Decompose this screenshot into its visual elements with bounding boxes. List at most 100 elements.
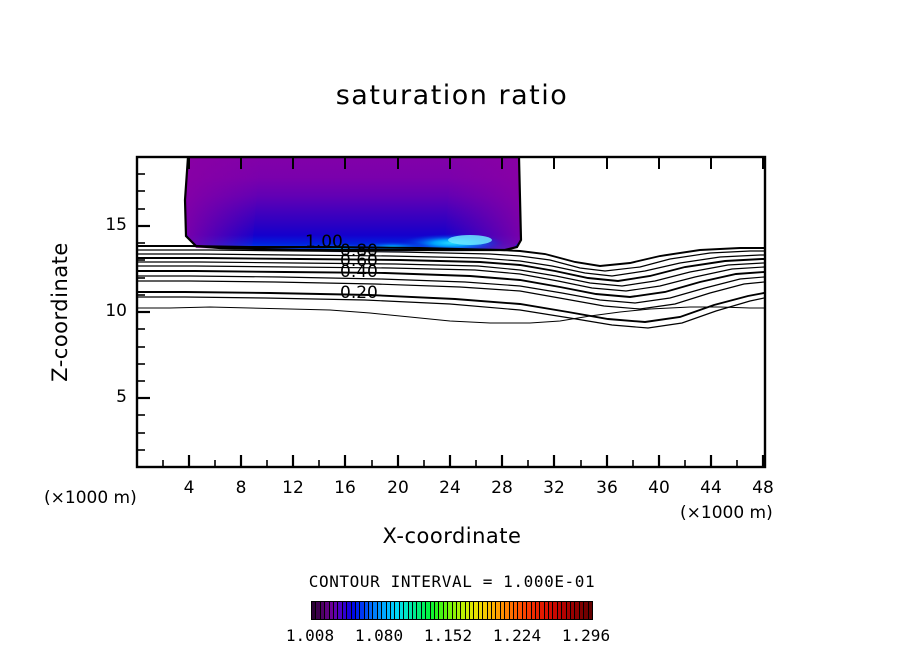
colorbar-cell-42	[496, 602, 501, 619]
colorbar-cell-34	[461, 602, 466, 619]
colorbar-cell-0	[312, 602, 317, 619]
colorbar-cell-16	[382, 602, 387, 619]
x-tick-label-0: 4	[183, 478, 195, 498]
colorbar-cell-20	[399, 602, 405, 619]
colorbar-cell-4	[329, 602, 334, 619]
colorbar-cell-60	[575, 602, 580, 619]
colorbar-cell-27	[430, 602, 435, 619]
colorbar-tick-4: 1.296	[561, 626, 611, 645]
colorbar-cell-52	[540, 602, 545, 619]
contour-label-5: 0.20	[340, 283, 378, 303]
plume-fill	[183, 157, 523, 253]
colorbar-tick-0: 1.008	[285, 626, 335, 645]
colorbar-cell-12	[364, 602, 370, 619]
colorbar-cell-3	[325, 602, 330, 619]
x-tick-label-11: 48	[752, 478, 774, 498]
colorbar-cell-51	[535, 602, 541, 619]
colorbar-cell-57	[562, 602, 567, 619]
x-tick-label-1: 8	[235, 478, 247, 498]
colorbar-cell-44	[505, 602, 510, 619]
x-tick-label-3: 16	[334, 478, 356, 498]
colorbar-caption: CONTOUR INTERVAL = 1.000E-01	[308, 572, 596, 591]
contour-label-3: 0.60	[340, 251, 378, 271]
contour-label-2: 0.80	[340, 241, 378, 261]
colorbar-tick-2: 1.152	[423, 626, 473, 645]
colorbar-cell-14	[373, 602, 378, 619]
colorbar-cell-33	[456, 602, 462, 619]
x-axis-major-ticks	[187, 455, 765, 467]
colorbar-cell-29	[439, 602, 444, 619]
colorbar-cell-50	[531, 602, 536, 619]
y-axis-major-ticks	[137, 224, 150, 400]
colorbar	[311, 601, 593, 620]
colorbar-cell-58	[566, 602, 572, 619]
colorbar-cell-25	[421, 602, 427, 619]
colorbar-cell-63	[588, 602, 592, 619]
contour-label-1: 1.00	[305, 232, 343, 252]
y-axis-unit-label: (×1000 m)	[44, 488, 137, 508]
x-tick-label-4: 20	[387, 478, 409, 498]
colorbar-cell-36	[470, 602, 475, 619]
colorbar-cell-8	[347, 602, 352, 619]
colorbar-cell-26	[426, 602, 431, 619]
colorbar-cell-13	[369, 602, 374, 619]
colorbar-tick-1: 1.080	[354, 626, 404, 645]
colorbar-cell-46	[513, 602, 519, 619]
colorbar-cell-5	[333, 602, 339, 619]
x-tick-label-10: 44	[700, 478, 722, 498]
colorbar-cell-41	[492, 602, 497, 619]
colorbar-cell-45	[509, 602, 514, 619]
colorbar-cell-56	[557, 602, 563, 619]
colorbar-cell-54	[549, 602, 554, 619]
contour-label-4: 0.40	[340, 262, 378, 282]
colorbar-cell-35	[465, 602, 471, 619]
colorbar-cell-53	[544, 602, 550, 619]
x-tick-label-7: 32	[543, 478, 565, 498]
x-tick-label-9: 40	[648, 478, 670, 498]
colorbar-cell-7	[342, 602, 348, 619]
contour-lines	[137, 245, 765, 329]
y-tick-label-1: 10	[105, 301, 127, 321]
colorbar-cell-6	[338, 602, 343, 619]
colorbar-tick-labels: 1.008 1.080 1.152 1.224 1.296	[280, 626, 624, 650]
colorbar-cell-43	[500, 602, 506, 619]
y-axis-minor-ticks	[137, 173, 145, 451]
colorbar-cell-31	[448, 602, 453, 619]
x-tick-label-2: 12	[282, 478, 304, 498]
x-axis-minor-ticks	[162, 460, 738, 467]
colorbar-cell-38	[478, 602, 484, 619]
colorbar-cell-15	[377, 602, 383, 619]
colorbar-cell-39	[483, 602, 488, 619]
colorbar-cell-18	[391, 602, 396, 619]
colorbar-cell-28	[434, 602, 440, 619]
colorbar-cell-55	[553, 602, 558, 619]
colorbar-cell-37	[474, 602, 479, 619]
colorbar-cell-9	[351, 602, 356, 619]
colorbar-cell-61	[579, 602, 585, 619]
colorbar-cell-19	[395, 602, 400, 619]
colorbar-cell-22	[408, 602, 413, 619]
colorbar-cell-59	[571, 602, 576, 619]
colorbar-cell-40	[487, 602, 493, 619]
colorbar-cell-48	[522, 602, 528, 619]
colorbar-cell-24	[417, 602, 422, 619]
colorbar-cell-49	[527, 602, 532, 619]
x-axis-unit-label: (×1000 m)	[680, 503, 773, 523]
colorbar-cell-17	[386, 602, 392, 619]
x-axis-label: X-coordinate	[382, 524, 522, 548]
x-tick-label-6: 28	[491, 478, 513, 498]
colorbar-cell-23	[412, 602, 418, 619]
colorbar-cell-21	[404, 602, 409, 619]
x-tick-label-5: 24	[439, 478, 461, 498]
colorbar-cell-32	[452, 602, 457, 619]
y-tick-label-0: 5	[116, 387, 127, 407]
colorbar-cell-2	[320, 602, 326, 619]
y-tick-label-2: 15	[105, 215, 127, 235]
x-tick-label-8: 36	[596, 478, 618, 498]
colorbar-cell-11	[360, 602, 365, 619]
colorbar-cell-62	[584, 602, 589, 619]
top-axis-ticks	[188, 157, 764, 169]
colorbar-tick-3: 1.224	[492, 626, 542, 645]
